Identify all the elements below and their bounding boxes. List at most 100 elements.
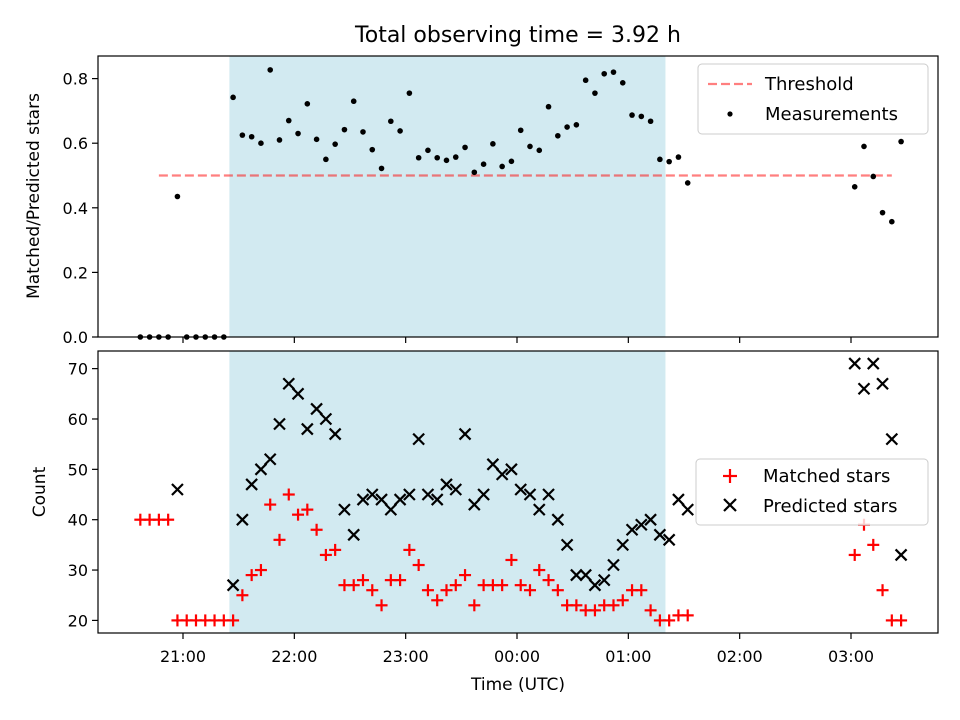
legend-matched-swatch [723, 469, 737, 483]
bottom-y-ticks: 20 30 40 50 60 70 [68, 360, 98, 630]
matched-star-point [162, 513, 175, 526]
predicted-star-point [263, 452, 277, 466]
measurement-point [889, 218, 895, 225]
predicted-star-point [356, 493, 370, 506]
measurement-point [443, 157, 450, 164]
matched-star-point [533, 564, 546, 577]
predicted-star-point [894, 548, 908, 562]
measurement-point [341, 126, 348, 133]
measurement-point [619, 80, 626, 86]
predicted-star-point [236, 513, 249, 526]
bottom-x-label: Time (UTC) [470, 675, 565, 695]
matched-star-point [356, 574, 369, 587]
bottom-axes-frame [97, 350, 939, 634]
measurement-point [870, 173, 877, 180]
matched-star-point [319, 548, 332, 561]
predicted-star-point [226, 578, 240, 592]
matched-star-point [431, 594, 444, 607]
matched-star-point [301, 503, 314, 516]
measurement-point [313, 136, 320, 143]
bottom-panel: 20 30 40 50 60 70 21:00 22:00 23:00 00:00 01:00 02… [30, 350, 939, 695]
legend-measurements-swatch [727, 111, 733, 117]
measurement-point [601, 70, 608, 77]
matched-star-point [616, 594, 629, 607]
matched-star-point [449, 579, 462, 592]
measurement-point [248, 133, 255, 140]
predicted-star-point [625, 523, 639, 537]
predicted-star-point [477, 488, 490, 501]
predicted-star-point [866, 357, 880, 370]
matched-star-point [523, 584, 536, 597]
top-y-ticks: 0.0 0.2 0.4 0.6 0.8 [63, 70, 98, 347]
bottom-y-label: Count [30, 466, 50, 517]
matched-star-point [588, 604, 601, 617]
matched-star-point [394, 574, 407, 587]
predicted-star-point [171, 483, 184, 496]
measurement-point [350, 98, 357, 105]
matched-star-point [282, 488, 295, 501]
y-tick-label: 0.0 [63, 328, 88, 347]
matched-stars-points [134, 488, 908, 627]
predicted-star-point [560, 538, 574, 552]
matched-star-point [644, 604, 657, 617]
predicted-star-point [254, 463, 268, 476]
y-tick-label: 20 [68, 611, 88, 630]
matched-star-point [440, 584, 453, 597]
measurement-point [285, 117, 292, 124]
measurement-point [564, 124, 570, 130]
predicted-star-point [570, 568, 583, 582]
measurement-point [879, 209, 886, 216]
measurement-point [239, 132, 246, 138]
matched-star-point [329, 543, 342, 556]
predicted-star-point [514, 483, 527, 496]
top-panel: 0.00.20.40.60.8 Matched/Predicted stars … [24, 55, 939, 347]
predicted-star-point [672, 493, 685, 506]
matched-star-point [366, 584, 379, 597]
top-x-ticks [182, 337, 852, 343]
predicted-star-point [653, 528, 667, 542]
predicted-star-point [857, 382, 871, 396]
measurement-point [545, 103, 552, 110]
matched-star-point [347, 579, 360, 592]
predicted-star-point [597, 573, 611, 587]
measurement-point [276, 137, 283, 143]
predicted-star-point [412, 432, 425, 446]
measurement-point [452, 154, 459, 160]
matched-star-point [310, 523, 323, 536]
measurement-point [230, 94, 236, 101]
predicted-star-point [876, 377, 889, 391]
predicted-star-point [282, 377, 296, 391]
matched-star-point [876, 584, 889, 597]
measurement-point [323, 156, 329, 163]
matched-star-point [375, 599, 388, 612]
predicted-star-point [384, 503, 398, 516]
matched-star-point [848, 548, 861, 561]
legend-predicted-swatch [723, 498, 737, 512]
matched-star-point [403, 543, 416, 556]
matched-star-point [412, 559, 425, 572]
predicted-star-point [588, 578, 602, 592]
bottom-legend: Matched stars Predicted stars [695, 458, 929, 526]
measurement-point [610, 69, 617, 75]
measurement-point [360, 129, 366, 135]
measurement-point [684, 180, 691, 186]
predicted-star-point [301, 422, 314, 436]
measurement-point [490, 141, 496, 147]
y-tick-label: 70 [68, 360, 88, 379]
measurement-point [434, 154, 441, 161]
predicted-star-point [365, 488, 379, 501]
predicted-star-point [616, 538, 630, 552]
y-tick-label: 0.8 [63, 70, 88, 89]
x-tick-label: 21:00 [160, 647, 206, 666]
predicted-star-point [681, 503, 694, 516]
matched-star-point [468, 599, 481, 612]
predicted-star-point [403, 488, 416, 501]
measurement-point [555, 132, 561, 139]
predicted-star-point [273, 417, 286, 431]
y-tick-label: 0.4 [63, 199, 88, 218]
predicted-star-point [495, 468, 509, 481]
measurement-point [332, 141, 338, 147]
predicted-star-point [523, 488, 537, 501]
x-tick-label: 02:00 [717, 647, 763, 666]
x-tick-label: 00:00 [494, 647, 540, 666]
